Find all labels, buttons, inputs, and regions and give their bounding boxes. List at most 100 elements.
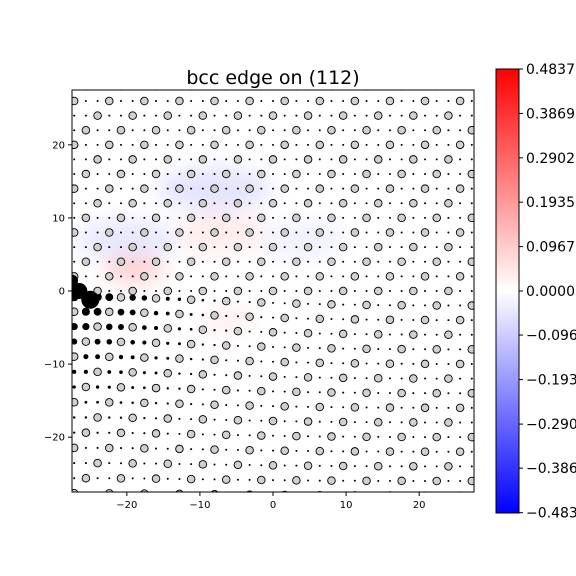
atom-site xyxy=(397,344,406,354)
atom-displacement-dot xyxy=(190,493,192,495)
atom-site xyxy=(444,199,453,208)
atom-displacement-dot xyxy=(236,99,239,102)
atom-displacement-dot xyxy=(108,462,111,465)
atom-displacement-dot xyxy=(459,260,462,263)
atom-displacement-dot xyxy=(108,114,111,117)
atom-displacement-dot xyxy=(400,187,403,190)
atom-displacement-dot xyxy=(272,316,274,319)
atom-site xyxy=(268,242,278,252)
atom-site xyxy=(268,111,278,120)
atom-displacement-dot xyxy=(424,85,426,87)
plot-area xyxy=(71,85,475,496)
atom-displacement-dot xyxy=(106,339,113,345)
atom-displacement-dot xyxy=(201,433,204,436)
atom-displacement-dot xyxy=(365,421,368,424)
atom-displacement-dot xyxy=(366,494,368,496)
atom-displacement-dot xyxy=(154,417,158,420)
atom-site xyxy=(350,403,360,412)
atom-site xyxy=(432,257,441,267)
atom-displacement-dot xyxy=(248,464,251,467)
atom-site xyxy=(327,476,336,485)
atom-displacement-dot xyxy=(236,315,239,318)
atom-displacement-dot xyxy=(201,216,204,219)
atom-displacement-dot xyxy=(248,389,251,392)
atom-site xyxy=(105,228,114,237)
atom-displacement-dot xyxy=(295,114,298,117)
atoms xyxy=(72,85,474,496)
atom-displacement-dot xyxy=(143,432,146,435)
atom-displacement-dot xyxy=(318,420,321,423)
atom-displacement-dot xyxy=(119,462,122,465)
atom-displacement-dot xyxy=(470,319,473,322)
atom-displacement-dot xyxy=(447,319,450,322)
atom-site xyxy=(350,96,360,106)
atom-displacement-dot xyxy=(72,369,77,374)
atom-displacement-dot xyxy=(283,173,286,176)
colorbar-tick-label: 0.1935 xyxy=(526,195,575,211)
atom-displacement-dot xyxy=(272,479,274,482)
atom-site xyxy=(409,286,418,296)
atom-displacement-dot xyxy=(73,129,76,132)
atom-displacement-dot xyxy=(213,173,216,176)
atom-site xyxy=(245,356,254,366)
atom-displacement-dot xyxy=(119,246,122,249)
atom-displacement-dot xyxy=(84,187,87,190)
atom-site xyxy=(72,184,79,193)
atom-site xyxy=(245,272,254,281)
atom-site xyxy=(444,418,453,427)
atom-displacement-dot xyxy=(307,494,309,496)
atom-displacement-dot xyxy=(412,450,415,453)
atom-displacement-dot xyxy=(272,231,274,234)
atom-displacement-dot xyxy=(143,85,145,87)
atom-site xyxy=(350,228,360,237)
atom-site xyxy=(140,184,149,193)
atom-displacement-dot xyxy=(108,158,111,161)
atom-displacement-dot xyxy=(130,339,135,345)
atom-displacement-dot xyxy=(131,477,134,480)
atom-site xyxy=(420,184,430,193)
atom-site xyxy=(455,403,465,413)
atom-displacement-dot xyxy=(73,216,76,219)
atom-site xyxy=(327,169,336,179)
atom-displacement-dot xyxy=(73,158,76,161)
atom-displacement-dot xyxy=(295,290,298,292)
atom-displacement-dot xyxy=(424,479,427,482)
atom-site xyxy=(245,96,254,106)
atom-site xyxy=(444,374,453,383)
atom-displacement-dot xyxy=(365,406,368,409)
atom-displacement-dot xyxy=(178,114,181,117)
atom-displacement-dot xyxy=(353,290,356,292)
x-tick-label: 10 xyxy=(340,500,353,511)
atom-displacement-dot xyxy=(342,303,345,306)
atom-displacement-dot xyxy=(225,359,228,362)
atom-site xyxy=(362,125,371,135)
atom-displacement-dot xyxy=(459,114,462,117)
atom-displacement-dot xyxy=(412,275,415,278)
atom-displacement-dot xyxy=(283,202,286,205)
atom-displacement-dot xyxy=(178,432,181,435)
atom-displacement-dot xyxy=(307,346,310,349)
atom-displacement-dot xyxy=(400,450,403,453)
atom-displacement-dot xyxy=(142,325,147,330)
atom-site xyxy=(432,345,441,354)
atom-displacement-dot xyxy=(225,290,228,292)
atom-displacement-dot xyxy=(108,85,110,87)
atom-displacement-dot xyxy=(424,129,427,132)
atom-displacement-dot xyxy=(342,479,345,482)
atom-displacement-dot xyxy=(178,417,181,420)
atom-displacement-dot xyxy=(272,187,274,190)
atom-displacement-dot xyxy=(165,311,170,316)
atom-displacement-dot xyxy=(459,246,462,249)
atom-site xyxy=(420,359,430,369)
colorbar-tick-label: 0.4837 xyxy=(526,62,575,78)
atom-site xyxy=(93,155,102,164)
atom-site xyxy=(93,242,102,252)
atom-displacement-dot xyxy=(190,463,193,466)
atom-displacement-dot xyxy=(225,448,228,451)
atom-site xyxy=(338,242,348,252)
atom-site xyxy=(257,169,266,179)
atom-displacement-dot xyxy=(342,435,345,438)
atom-displacement-dot xyxy=(283,114,286,117)
atom-displacement-dot xyxy=(365,275,368,278)
atom-displacement-dot xyxy=(81,307,90,316)
